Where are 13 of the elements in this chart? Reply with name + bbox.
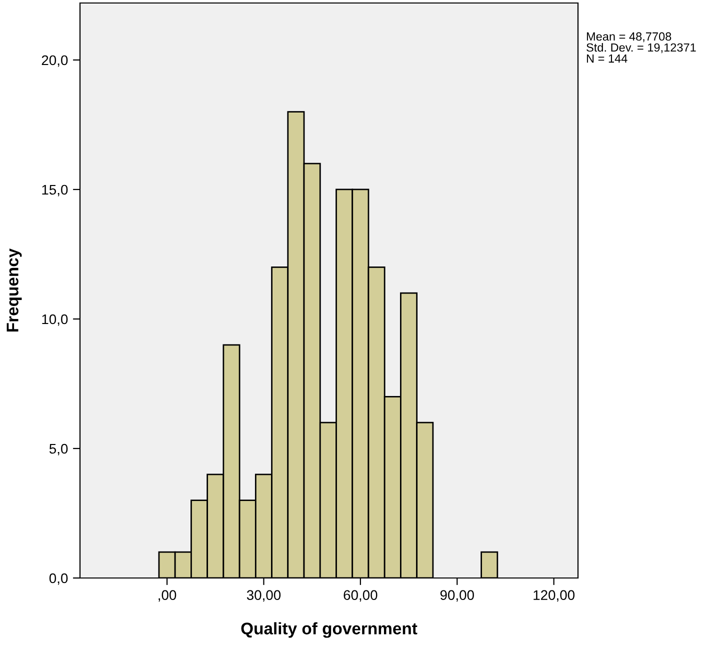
x-axis-title: Quality of government (241, 622, 418, 638)
x-tick-label: 30,00 (246, 590, 281, 602)
text: Mean = 48,7708 Std. Dev. = 19,12371 N = 144 (586, 32, 696, 63)
y-tick-label: 0,0 (49, 573, 68, 585)
y-tick-label: 10,0 (42, 314, 68, 326)
x-tick-label: 120,00 (534, 590, 575, 602)
y-axis-title: Frequency (6, 248, 22, 332)
y-tick-label: 15,0 (42, 184, 68, 196)
x-tick-label: 90,00 (440, 590, 474, 602)
x-tick-label: ,00 (158, 590, 176, 602)
x-tick-label: 60,00 (344, 590, 378, 602)
y-tick-label: 20,0 (42, 55, 68, 67)
y-tick-label: 5,0 (49, 444, 68, 456)
